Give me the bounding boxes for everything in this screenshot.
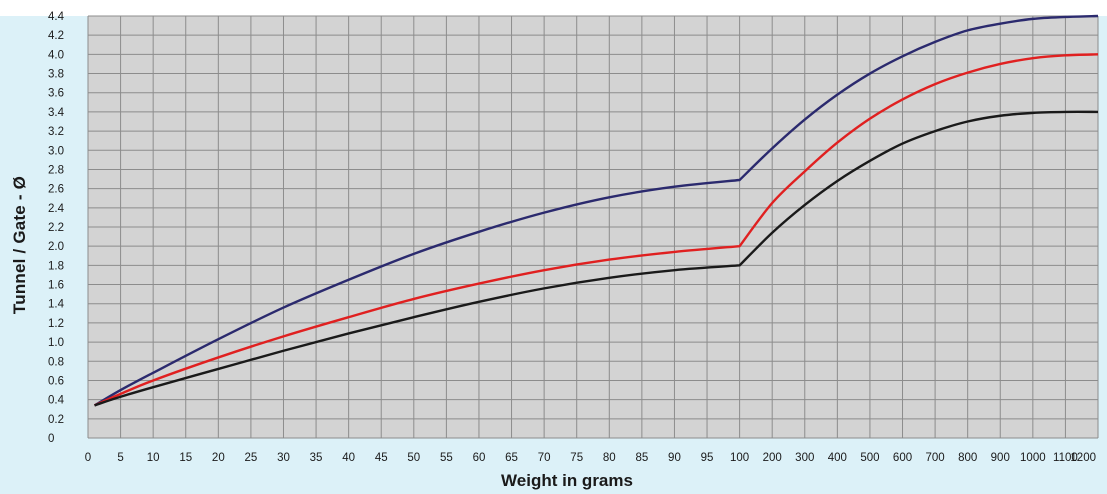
x-tick-label: 800 bbox=[958, 452, 977, 464]
x-tick-label: 1000 bbox=[1020, 452, 1046, 464]
y-tick-label: 3.6 bbox=[48, 88, 64, 100]
y-tick-label: 2.6 bbox=[48, 184, 64, 196]
y-tick-label: 0 bbox=[48, 433, 54, 445]
y-tick-label: 4.0 bbox=[48, 49, 64, 61]
x-tick-label: 30 bbox=[277, 452, 290, 464]
x-tick-label: 60 bbox=[473, 452, 486, 464]
y-tick-label: 1.4 bbox=[48, 299, 65, 311]
x-tick-label: 100 bbox=[730, 452, 749, 464]
y-tick-label: 0.6 bbox=[48, 375, 64, 387]
x-tick-label: 0 bbox=[85, 452, 91, 464]
y-tick-label: 4.2 bbox=[48, 30, 64, 42]
x-tick-label: 70 bbox=[538, 452, 551, 464]
grid-lines bbox=[87, 15, 1099, 439]
x-tick-label: 80 bbox=[603, 452, 616, 464]
y-axis-label: Tunnel / Gate - Ø bbox=[10, 175, 29, 315]
x-tick-label: 5 bbox=[117, 452, 123, 464]
series-line-1 bbox=[93, 14, 1099, 407]
y-tick-label: 1.0 bbox=[48, 337, 64, 349]
x-tick-labels: 0 5 10 15 20 25 30 35 40 45 50 55 60 65 70 75 80 85 90 95 10… bbox=[85, 452, 1096, 464]
x-tick-label: 500 bbox=[860, 452, 879, 464]
x-tick-label: 600 bbox=[893, 452, 912, 464]
x-tick-label: 300 bbox=[795, 452, 814, 464]
x-tick-label: 10 bbox=[147, 452, 160, 464]
x-tick-label: 15 bbox=[179, 452, 192, 464]
x-tick-label: 55 bbox=[440, 452, 453, 464]
x-tick-label: 1200 bbox=[1070, 452, 1096, 464]
title-strip bbox=[0, 0, 1107, 16]
x-tick-label: 35 bbox=[310, 452, 323, 464]
y-tick-label: 0.2 bbox=[48, 414, 64, 426]
series-line-2 bbox=[94, 53, 1099, 407]
y-tick-label: 1.6 bbox=[48, 280, 64, 292]
y-tick-label: 2.8 bbox=[48, 164, 64, 176]
y-tick-label: 0.8 bbox=[48, 356, 64, 368]
y-tick-label: 3.0 bbox=[48, 145, 64, 157]
y-tick-label: 2.2 bbox=[48, 222, 64, 234]
x-tick-label: 20 bbox=[212, 452, 225, 464]
y-tick-label: 2.4 bbox=[48, 203, 65, 215]
x-tick-label: 45 bbox=[375, 452, 388, 464]
y-tick-label: 3.2 bbox=[48, 126, 64, 138]
series-lines bbox=[93, 14, 1099, 407]
y-tick-label: 4.4 bbox=[48, 11, 65, 23]
x-tick-label: 40 bbox=[342, 452, 355, 464]
y-tick-label: 0.4 bbox=[48, 395, 65, 407]
x-tick-label: 65 bbox=[505, 452, 518, 464]
x-tick-label: 50 bbox=[407, 452, 420, 464]
x-tick-label: 900 bbox=[991, 452, 1010, 464]
x-tick-label: 25 bbox=[245, 452, 258, 464]
x-tick-label: 400 bbox=[828, 452, 847, 464]
series-line-3 bbox=[94, 110, 1099, 407]
y-tick-labels: 0 0.2 0.4 0.6 0.8 1.0 1.2 1.4 1.6 1.8 2.0 2.2 2.4 2.6… bbox=[48, 11, 65, 445]
y-tick-label: 2.0 bbox=[48, 241, 64, 253]
x-tick-label: 700 bbox=[926, 452, 945, 464]
x-tick-label: 75 bbox=[570, 452, 583, 464]
y-tick-label: 1.8 bbox=[48, 260, 64, 272]
x-tick-label: 90 bbox=[668, 452, 681, 464]
x-tick-label: 95 bbox=[701, 452, 714, 464]
x-tick-label: 85 bbox=[635, 452, 648, 464]
x-tick-label: 1100 bbox=[1053, 452, 1078, 464]
x-tick-label: 200 bbox=[763, 452, 782, 464]
y-tick-label: 3.8 bbox=[48, 69, 64, 81]
y-tick-label: 1.2 bbox=[48, 318, 64, 330]
x-axis-label: Weight in grams bbox=[501, 471, 633, 490]
y-tick-label: 3.4 bbox=[48, 107, 65, 119]
